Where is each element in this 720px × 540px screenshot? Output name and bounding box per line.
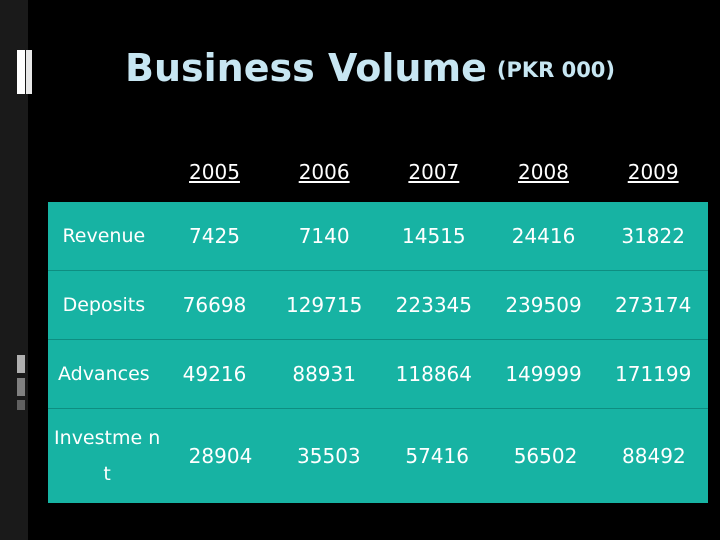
business-volume-table: 2005 2006 2007 2008 2009 Revenue 7425 71… bbox=[48, 142, 708, 503]
table-row: Advances 49216 88931 118864 149999 17119… bbox=[48, 340, 708, 409]
header-year: 2005 bbox=[189, 160, 240, 184]
decor-bar-grey-1 bbox=[17, 355, 25, 373]
row-label: Revenue bbox=[62, 225, 146, 247]
table-cell: 31822 bbox=[621, 224, 685, 248]
header-year: 2008 bbox=[518, 160, 569, 184]
table-cell: 28904 bbox=[188, 444, 253, 468]
row-label: Advances bbox=[57, 363, 150, 385]
table-row: Revenue 7425 7140 14515 24416 31822 bbox=[48, 202, 708, 271]
table-body: Revenue 7425 7140 14515 24416 31822 Depo… bbox=[48, 202, 708, 503]
table-cell: 35503 bbox=[297, 444, 361, 468]
decor-bar-light bbox=[26, 50, 32, 94]
table-cell: 57416 bbox=[405, 444, 469, 468]
decor-bar-white bbox=[17, 50, 25, 94]
table-cell: 7425 bbox=[189, 224, 240, 248]
table-cell: 56502 bbox=[513, 444, 578, 468]
header-year: 2007 bbox=[408, 160, 460, 184]
table-cell: 239509 bbox=[505, 293, 582, 317]
table-cell: 223345 bbox=[395, 293, 473, 317]
table-cell: 7140 bbox=[298, 224, 350, 248]
row-label: Deposits bbox=[62, 294, 146, 316]
table-row: Investme nt 28904 35503 57416 56502 8849… bbox=[48, 409, 708, 503]
table-cell: 14515 bbox=[402, 224, 466, 248]
decor-bar-grey-3 bbox=[17, 400, 25, 410]
table-cell: 76698 bbox=[182, 293, 247, 317]
title-main: Business Volume bbox=[125, 46, 487, 90]
table-cell: 129715 bbox=[285, 293, 363, 317]
header-year: 2006 bbox=[298, 160, 350, 184]
table-cell: 88931 bbox=[292, 362, 356, 386]
header-year: 2009 bbox=[627, 160, 679, 184]
table-row: Deposits 76698 129715 223345 239509 2731… bbox=[48, 271, 708, 340]
slide-title: Business Volume (PKR 000) bbox=[125, 46, 615, 90]
row-label: Investme nt bbox=[54, 427, 161, 485]
title-unit: (PKR 000) bbox=[496, 58, 616, 82]
table-cell: 171199 bbox=[615, 362, 692, 386]
table-cell: 273174 bbox=[615, 293, 692, 317]
table-cell: 24416 bbox=[511, 224, 576, 248]
table-header-row: 2005 2006 2007 2008 2009 bbox=[48, 142, 708, 202]
table-cell: 149999 bbox=[505, 362, 582, 386]
table-cell: 118864 bbox=[395, 362, 473, 386]
table-cell: 49216 bbox=[182, 362, 247, 386]
table-cell: 88492 bbox=[622, 444, 686, 468]
decor-bar-grey-2 bbox=[17, 378, 25, 396]
